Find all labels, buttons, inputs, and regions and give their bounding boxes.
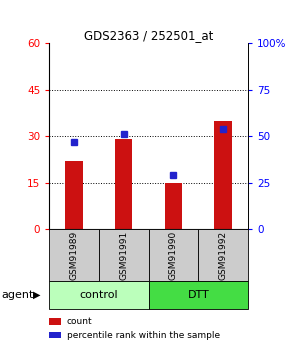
Text: GSM91991: GSM91991 [119,231,128,280]
Text: DTT: DTT [187,290,209,300]
Text: ▶: ▶ [33,290,41,300]
Text: GSM91989: GSM91989 [70,231,79,280]
Title: GDS2363 / 252501_at: GDS2363 / 252501_at [84,29,213,42]
Text: count: count [67,317,92,326]
Bar [66,161,83,229]
Text: percentile rank within the sample: percentile rank within the sample [67,331,220,340]
Bar [115,139,133,229]
Bar [214,121,232,229]
Text: GSM91992: GSM91992 [219,231,228,280]
Text: GSM91990: GSM91990 [169,231,178,280]
Text: control: control [80,290,118,300]
Text: agent: agent [1,290,34,300]
Bar [165,183,182,229]
